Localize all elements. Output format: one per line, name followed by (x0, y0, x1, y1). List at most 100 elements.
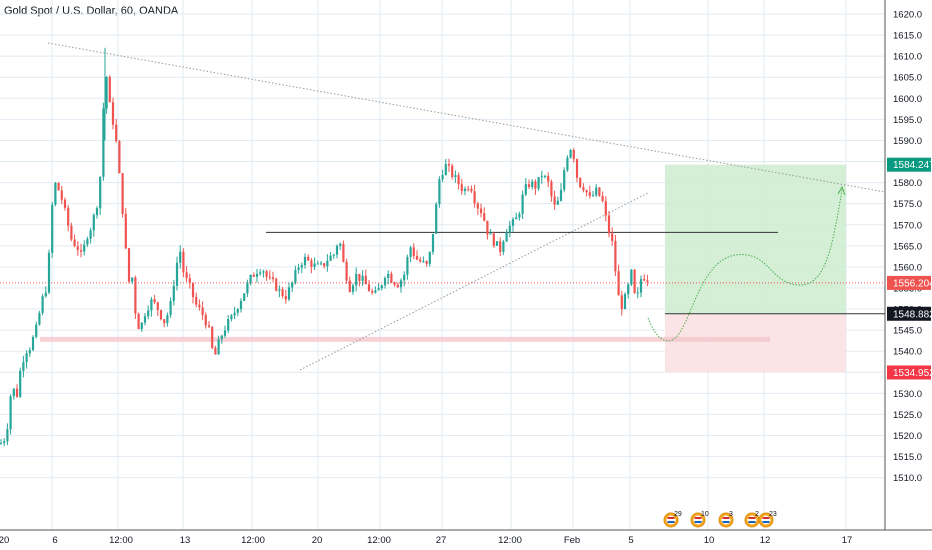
candle (563, 167, 566, 193)
candle (367, 280, 371, 292)
candle (127, 247, 131, 284)
candle (579, 177, 582, 189)
candle (278, 285, 281, 298)
candle-body (374, 290, 377, 293)
candle (403, 271, 406, 287)
event-flag-icon: 3 (718, 511, 734, 528)
candle-body (361, 275, 364, 281)
candle (204, 312, 207, 329)
candle (239, 298, 243, 313)
candle-body (505, 232, 508, 242)
price-tick-label: 1615.0 (893, 31, 922, 42)
candle (140, 322, 143, 332)
candle (601, 191, 604, 203)
price-tick-label: 1590.0 (893, 136, 922, 147)
candle (236, 308, 239, 317)
price-label-text: 1556.204 (893, 278, 932, 289)
candle (556, 196, 559, 206)
time-tick-label: Feb (564, 535, 580, 546)
price-label-background (887, 275, 931, 290)
candle (460, 178, 463, 195)
candle-body (287, 287, 291, 300)
candle (524, 178, 527, 197)
candle-body (396, 284, 399, 288)
candle-body (175, 262, 179, 286)
candle (121, 173, 124, 218)
candle (198, 299, 201, 311)
event-flag-icon: 2 (744, 511, 760, 528)
candle (131, 277, 134, 285)
candle-body (351, 285, 355, 292)
candle-body (307, 256, 310, 261)
candle (329, 251, 332, 262)
price-tick-label: 1525.0 (893, 410, 922, 421)
candle-body (492, 233, 495, 246)
candle (76, 241, 79, 256)
candle-body (431, 233, 435, 252)
candle (275, 277, 278, 292)
candle-body (441, 174, 444, 180)
candle-body (636, 292, 639, 294)
candle (313, 257, 316, 271)
candle (595, 183, 598, 197)
candle (492, 232, 495, 248)
candle-body (575, 159, 579, 178)
price-axis[interactable]: 1510.01515.01520.01525.01530.01535.01540… (884, 0, 932, 550)
candle-body (227, 319, 230, 331)
candle-body (156, 302, 159, 311)
candle-body (531, 181, 534, 188)
flag-stripe (722, 521, 730, 523)
candle (511, 217, 515, 232)
time-tick-label: 5 (628, 535, 633, 546)
candle-body (582, 187, 585, 191)
flag-stripe (694, 521, 702, 523)
candle-body (243, 293, 246, 301)
projected-path (647, 189, 843, 342)
flag-stripe (762, 517, 770, 519)
price-tick-label: 1515.0 (893, 452, 922, 463)
price-tick-label: 1610.0 (893, 52, 922, 63)
candle (25, 350, 28, 369)
target-zone (665, 164, 846, 314)
candle-body (262, 271, 265, 273)
candle-body (310, 260, 313, 267)
candle (172, 279, 175, 306)
event-count: 10 (701, 511, 709, 518)
candle-body (35, 324, 38, 337)
candle (540, 170, 543, 184)
candle (0, 439, 3, 445)
candle-body (470, 188, 473, 192)
candle (243, 293, 246, 302)
candle-body (438, 179, 441, 205)
time-axis[interactable]: 20 6 12:00 13 12:00 20 12:00 27 12:00 Feb 5 10 12 17 (0, 529, 932, 550)
candle (495, 241, 499, 246)
candle (639, 275, 643, 298)
candle-body (595, 187, 598, 196)
candle-body (422, 261, 425, 263)
price-label: 1548.882 (887, 306, 932, 321)
candle-body (0, 442, 3, 444)
event-markers: 29 10 3 2 23 (663, 511, 777, 528)
candle-body (601, 195, 604, 202)
candle (60, 185, 63, 205)
candle (159, 309, 163, 321)
price-label: 1556.204 (887, 275, 932, 290)
candle (207, 320, 211, 329)
candle-body (502, 241, 505, 252)
candle-body (556, 200, 559, 205)
candle-body (63, 199, 67, 208)
candle (156, 301, 159, 317)
candle (223, 325, 227, 338)
candle (364, 269, 367, 285)
candle (316, 260, 319, 265)
candle (575, 158, 579, 183)
candle (265, 269, 268, 281)
candle-body (537, 177, 540, 189)
price-tick-label: 1530.0 (893, 389, 922, 400)
candle (431, 233, 435, 255)
candle-body (44, 292, 47, 297)
candle (444, 158, 447, 176)
candle (489, 228, 492, 235)
candle-body (76, 246, 79, 250)
